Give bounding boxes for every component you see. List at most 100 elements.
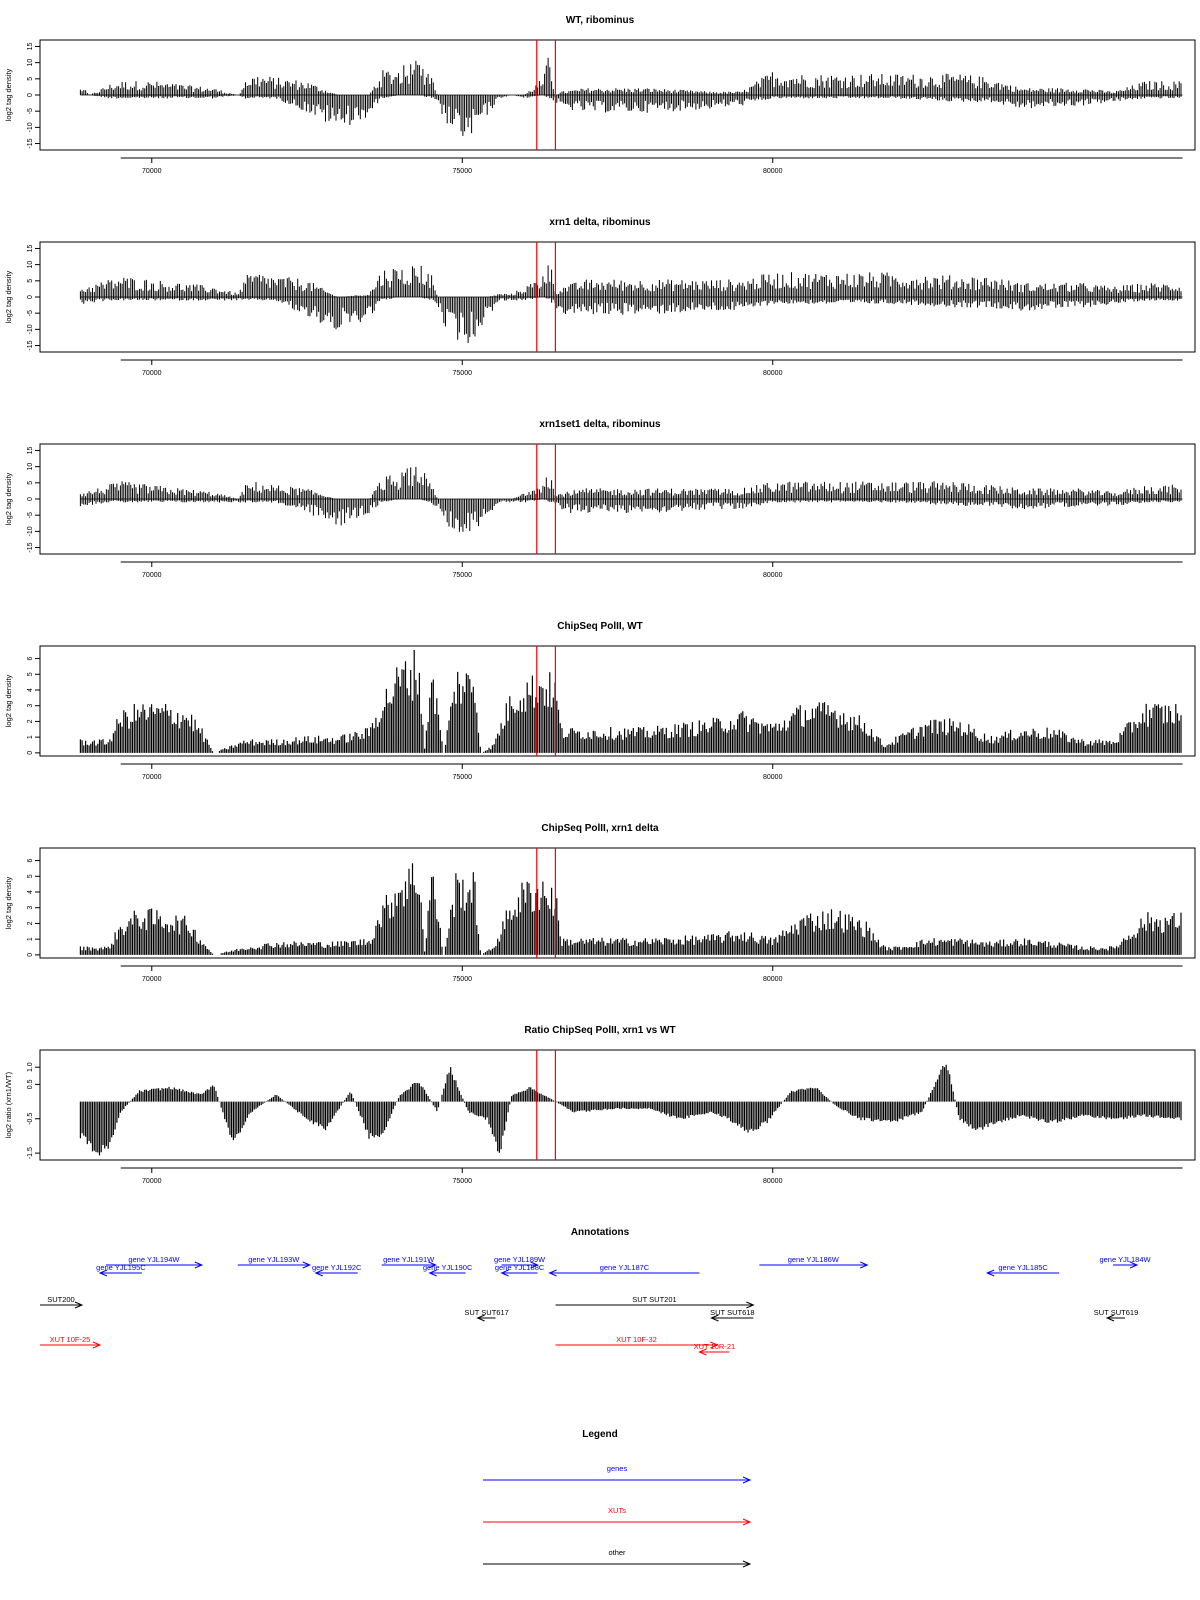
annotation-item: gene YJL187C <box>548 1263 700 1277</box>
track-panel-2: xrn1 delta, ribominus -15 -10 -5 0 5 10 15 log2 … <box>4 217 1196 377</box>
y-tick-label: 15 <box>27 244 34 252</box>
minus-strand-bars <box>92 95 1182 136</box>
x-tick-label: 80000 <box>763 572 783 579</box>
panel-title: xrn1 delta, ribominus <box>549 217 651 228</box>
x-tick-label: 70000 <box>142 572 162 579</box>
plot-frame <box>39 847 1196 959</box>
annotation-item: gene YJL188C <box>495 1263 545 1277</box>
y-tick-label: 4 <box>27 890 34 894</box>
y-tick-label: 1 <box>27 937 34 941</box>
annotation-item: gene YJL190C <box>423 1263 473 1277</box>
x-tick-label: 70000 <box>142 370 162 377</box>
y-tick-label: -0.5 <box>27 1113 34 1125</box>
legend-items: genes XUTs other <box>483 1464 752 1568</box>
y-tick-label: 6 <box>27 859 34 863</box>
arrow-head <box>92 1341 102 1349</box>
y-tick-label: 2 <box>27 921 34 925</box>
y-tick-label: 15 <box>27 446 34 454</box>
y-axis-label: log2 tag density <box>4 270 13 323</box>
y-tick-label: 1 <box>27 735 34 739</box>
annotations-title: Annotations <box>571 1227 630 1238</box>
annotation-item: gene YJL193W <box>237 1255 312 1269</box>
annotation-label: gene YJL185C <box>998 1263 1048 1272</box>
y-tick-label: -10 <box>27 122 34 132</box>
plus-strand-bars <box>79 466 1182 499</box>
annotation-label: gene YJL194W <box>128 1255 180 1264</box>
x-tick-label: 70000 <box>142 168 162 175</box>
x-tick-label: 75000 <box>453 976 473 983</box>
density-bars <box>79 650 1182 753</box>
annotation-label: SUT SUT618 <box>710 1308 754 1317</box>
arrow-head <box>548 1269 557 1277</box>
y-axis-label: log2 tag density <box>4 674 13 727</box>
panel-title: WT, ribominus <box>566 15 635 26</box>
y-tick-label: 0 <box>27 953 34 957</box>
arrow-head <box>428 1261 437 1269</box>
panel-title: xrn1set1 delta, ribominus <box>539 419 661 430</box>
minus-strand-bars <box>79 297 1182 343</box>
x-tick-label: 80000 <box>763 168 783 175</box>
annotation-label: XUT 10R-21 <box>694 1342 736 1351</box>
x-tick-label: 75000 <box>453 572 473 579</box>
annotation-item: SUT200 <box>40 1295 84 1309</box>
legend-title: Legend <box>582 1429 618 1440</box>
y-tick-label: 3 <box>27 906 34 910</box>
annotation-item: gene YJL185C <box>985 1263 1060 1277</box>
annotation-label: gene YJL184W <box>1099 1255 1151 1264</box>
annotation-label: gene YJL188C <box>495 1263 545 1272</box>
panel-title: ChipSeq PolII, xrn1 delta <box>541 823 659 834</box>
y-tick-label: 0 <box>27 497 34 501</box>
y-tick-label: 3 <box>27 704 34 708</box>
annotation-rows: gene YJL194W gene YJL193W gene YJL191W gene… <box>40 1255 1152 1356</box>
annotation-item: XUT 10F-25 <box>40 1335 102 1349</box>
y-tick-label: 1.0 <box>27 1062 34 1072</box>
minus-strand-bars <box>79 499 1182 532</box>
plus-strand-bars <box>79 57 1182 95</box>
arrow-head <box>742 1518 752 1526</box>
panel-title: Ratio ChipSeq PolII, xrn1 vs WT <box>524 1025 675 1036</box>
plot-frame <box>39 645 1196 757</box>
annotation-item: gene YJL192C <box>312 1263 362 1277</box>
y-tick-label: 0 <box>27 295 34 299</box>
x-tick-label: 75000 <box>453 370 473 377</box>
arrow-head <box>98 1269 108 1277</box>
annotation-item: gene YJL184W <box>1099 1255 1152 1269</box>
arrow-head <box>314 1269 323 1277</box>
x-tick-label: 75000 <box>453 1178 473 1185</box>
annotation-label: SUT SUT201 <box>632 1295 676 1304</box>
annotation-label: gene YJL191W <box>383 1255 435 1264</box>
y-tick-label: 0 <box>27 93 34 97</box>
arrow-head <box>710 1314 719 1322</box>
arrow-head <box>710 1341 719 1349</box>
x-tick-label: 75000 <box>453 774 473 781</box>
x-tick-label: 80000 <box>763 774 783 781</box>
y-tick-label: 5 <box>27 874 34 878</box>
annotation-item: gene YJL194W <box>105 1255 204 1269</box>
y-tick-label: 5 <box>27 77 34 81</box>
panel-title: ChipSeq PolII, WT <box>557 621 643 632</box>
legend-label: other <box>608 1548 626 1557</box>
y-tick-label: 5 <box>27 279 34 283</box>
legend-item: XUTs <box>483 1506 752 1526</box>
arrow-head <box>476 1314 485 1322</box>
annotation-item: XUT 10R-21 <box>694 1342 736 1356</box>
arrow-head <box>1105 1314 1115 1322</box>
annotation-item: SUT SUT617 <box>464 1308 509 1322</box>
y-tick-label: 10 <box>27 59 34 67</box>
annotation-item: gene YJL191W <box>381 1255 437 1269</box>
y-axis-label: log2 ratio (xrn1/WT) <box>4 1071 13 1138</box>
x-tick-label: 75000 <box>453 168 473 175</box>
arrow-head <box>742 1560 752 1568</box>
y-tick-label: -10 <box>27 324 34 334</box>
arrow-head <box>746 1301 755 1309</box>
arrow-head <box>985 1269 995 1277</box>
arrow-head <box>500 1269 509 1277</box>
annotation-label: gene YJL193W <box>248 1255 300 1264</box>
plus-strand-bars <box>79 265 1182 297</box>
y-tick-label: -15 <box>27 340 34 350</box>
density-bars <box>79 1064 1182 1156</box>
arrow-head <box>428 1269 437 1277</box>
annotation-item: SUT SUT618 <box>710 1308 755 1322</box>
y-tick-label: 5 <box>27 481 34 485</box>
